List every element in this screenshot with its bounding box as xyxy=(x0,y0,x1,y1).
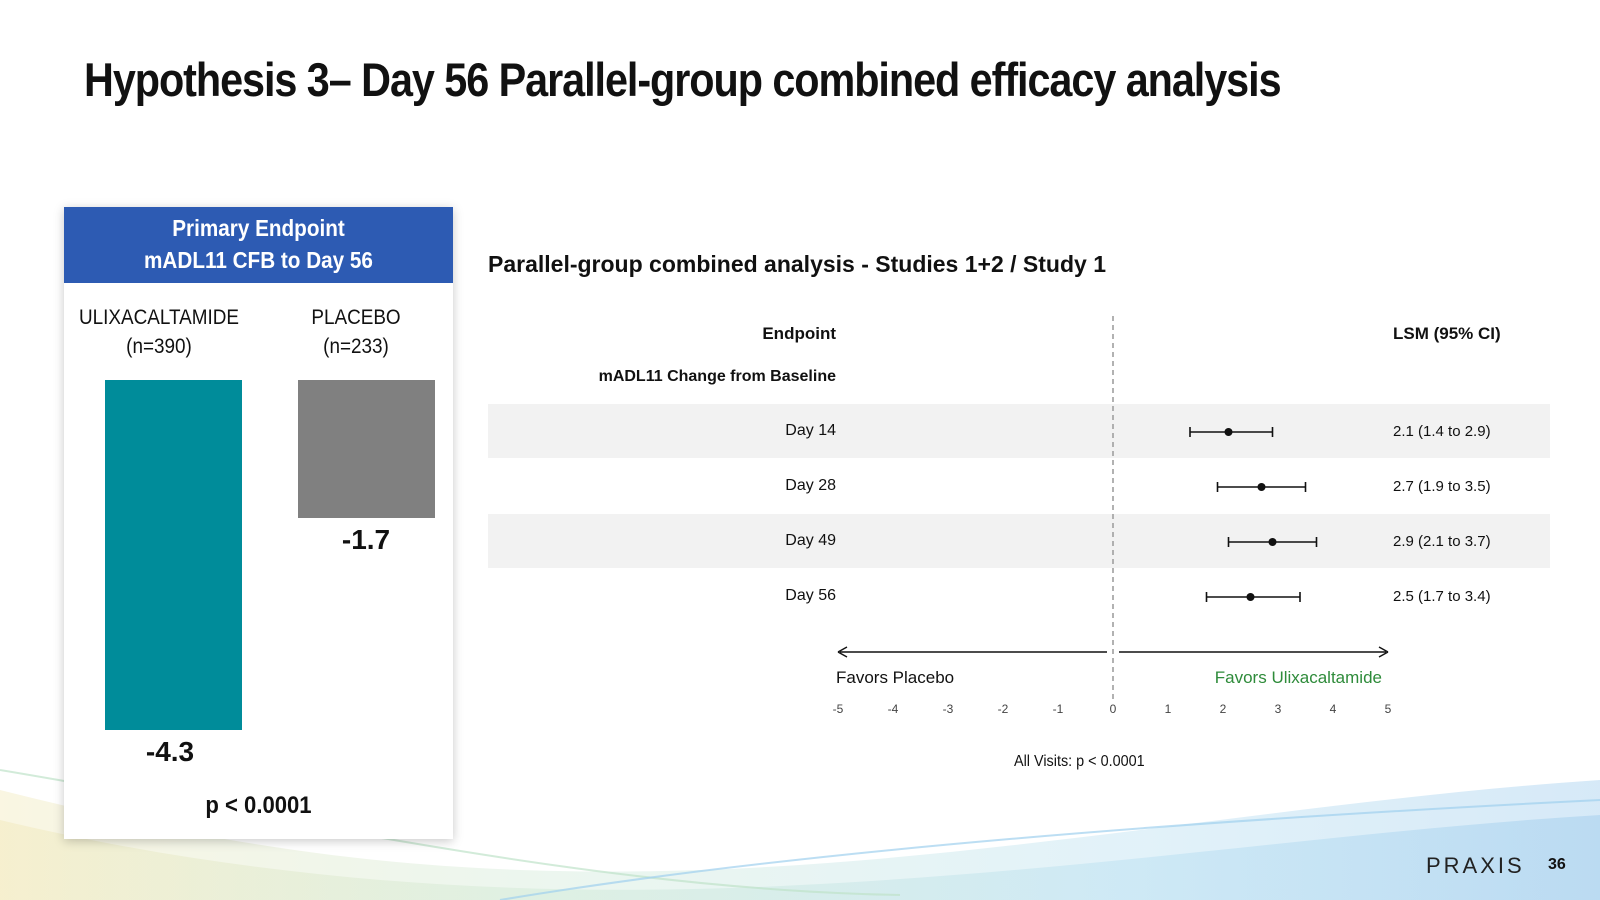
all-visits-p-value: All Visits: p < 0.0001 xyxy=(1014,753,1145,770)
point-estimate-day-56 xyxy=(1246,593,1255,601)
x-tick-label: 1 xyxy=(1165,702,1172,716)
row-band-day-14 xyxy=(488,404,1550,458)
row-label-day-28: Day 28 xyxy=(785,477,836,494)
forest-plot-title: Parallel-group combined analysis - Studi… xyxy=(488,251,1106,277)
x-tick-label: -1 xyxy=(1053,702,1064,716)
row-label-day-56: Day 56 xyxy=(785,587,836,604)
primary-p-value: p < 0.0001 xyxy=(205,792,312,819)
x-tick-label: 4 xyxy=(1330,702,1337,716)
ci-text-day-49: 2.9 (2.1 to 3.7) xyxy=(1393,533,1491,550)
favors-placebo-arrowhead xyxy=(837,646,848,658)
placebo-n-label: (n=233) xyxy=(323,335,389,358)
section-label: mADL11 Change from Baseline xyxy=(598,368,836,385)
x-tick-label: -5 xyxy=(833,702,844,716)
panel-header-line1: Primary Endpoint xyxy=(172,215,345,241)
page-number: 36 xyxy=(1548,856,1566,873)
x-tick-label: 2 xyxy=(1220,702,1227,716)
ulixacaltamide-category-label: ULIXACALTAMIDE xyxy=(78,306,239,329)
row-label-day-14: Day 14 xyxy=(785,422,836,439)
favors-ulixacaltamide-arrowhead xyxy=(1378,646,1389,658)
lsm-ci-column-header: LSM (95% CI) xyxy=(1393,324,1501,343)
x-tick-label: -2 xyxy=(998,702,1009,716)
favors-placebo-label: Favors Placebo xyxy=(836,668,955,687)
row-band-day-49 xyxy=(488,514,1550,568)
favors-ulixacaltamide-label: Favors Ulixacaltamide xyxy=(1214,668,1382,687)
ulixacaltamide-group-label: ULIXACALTAMIDE (n=390) xyxy=(78,303,240,361)
ulixacaltamide-value-label: -4.3 xyxy=(145,736,195,767)
x-tick-label: -4 xyxy=(888,702,899,716)
endpoint-column-header: Endpoint xyxy=(762,324,836,343)
primary-endpoint-header: Primary Endpoint mADL11 CFB to Day 56 xyxy=(64,207,453,283)
placebo-category-label: PLACEBO xyxy=(311,306,401,329)
x-tick-label: 3 xyxy=(1275,702,1282,716)
row-label-day-49: Day 49 xyxy=(785,532,836,549)
placebo-value-label: -1.7 xyxy=(341,524,391,556)
placebo-bar xyxy=(298,380,435,519)
primary-endpoint-panel: Primary Endpoint mADL11 CFB to Day 56 UL… xyxy=(64,207,453,839)
ci-text-day-56: 2.5 (1.7 to 3.4) xyxy=(1393,588,1491,605)
point-estimate-day-28 xyxy=(1257,483,1266,491)
ulixacaltamide-n-label: (n=390) xyxy=(126,335,192,358)
slide-title: Hypothesis 3– Day 56 Parallel-group comb… xyxy=(84,53,1282,106)
x-tick-label: 0 xyxy=(1110,702,1117,716)
ulixacaltamide-bar xyxy=(105,380,242,730)
x-tick-label: -3 xyxy=(943,702,954,716)
praxis-logo: PRAXIS xyxy=(1426,853,1525,878)
ci-text-day-14: 2.1 (1.4 to 2.9) xyxy=(1393,423,1491,440)
x-tick-label: 5 xyxy=(1385,702,1392,716)
placebo-group-label: PLACEBO (n=233) xyxy=(275,303,437,361)
ci-text-day-28: 2.7 (1.9 to 3.5) xyxy=(1393,478,1491,495)
panel-header-line2: mADL11 CFB to Day 56 xyxy=(144,247,373,273)
